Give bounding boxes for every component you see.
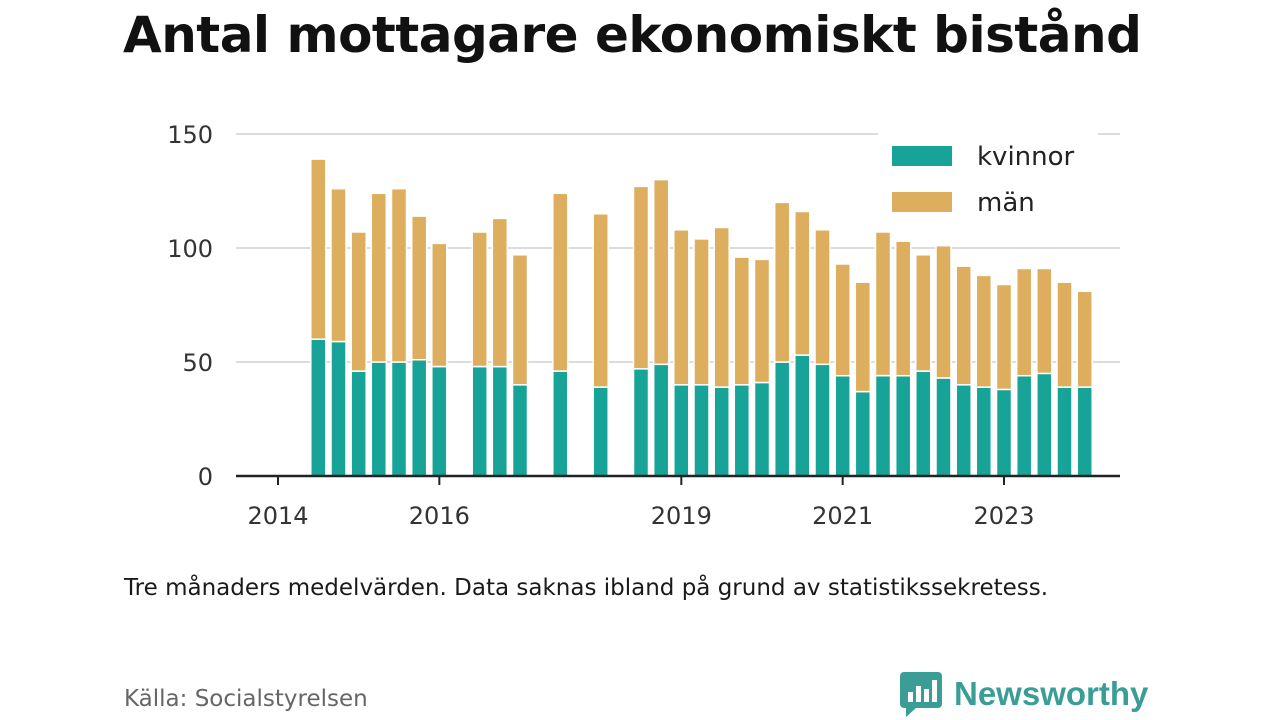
bar-kvinnor <box>693 384 710 477</box>
x-axis: 2014 2016 2019 2021 2023 <box>236 474 1120 530</box>
y-tick-label: 50 <box>182 349 213 377</box>
y-axis-ticks: 0 50 100 150 <box>167 121 213 491</box>
bar-män <box>471 231 488 368</box>
bar-kvinnor <box>794 354 811 477</box>
bar-kvinnor <box>370 361 388 477</box>
bar-kvinnor <box>814 363 831 477</box>
x-tick-label: 2023 <box>973 502 1034 530</box>
bar-män <box>874 231 892 377</box>
y-tick-label: 150 <box>167 121 213 149</box>
bar-män <box>410 215 428 361</box>
bar-chart: 0 50 100 150 2014 2016 2019 2021 2023 kvinnor mä… <box>167 121 1120 530</box>
bar-män <box>854 281 872 393</box>
bar-män <box>693 238 710 386</box>
bar-kvinnor <box>310 338 327 477</box>
bar-kvinnor <box>592 386 609 477</box>
bar-män <box>390 187 408 363</box>
bar-män <box>1015 267 1033 377</box>
bar-kvinnor <box>350 370 367 477</box>
bar-kvinnor <box>330 340 347 477</box>
bar-kvinnor <box>713 386 730 477</box>
bar-män <box>753 258 771 384</box>
bar-män <box>975 274 993 388</box>
bar-män <box>1036 267 1053 375</box>
bar-män <box>733 256 751 386</box>
legend: kvinnor män <box>878 130 1098 230</box>
bar-män <box>511 254 529 386</box>
legend-label-kvinnor: kvinnor <box>977 142 1075 172</box>
bar-män <box>552 192 569 372</box>
bar-män <box>592 213 609 388</box>
bar-män <box>955 265 972 386</box>
legend-swatch-män <box>892 192 952 212</box>
brand-logo: Newsworthy <box>900 670 1148 718</box>
y-tick-label: 0 <box>198 463 213 491</box>
bar-män <box>632 185 650 370</box>
bar-män <box>431 242 448 368</box>
bar-män <box>491 217 509 368</box>
bar-män <box>713 226 730 388</box>
bar-kvinnor <box>955 384 972 477</box>
bar-män <box>814 229 831 366</box>
bar-män <box>1056 281 1073 388</box>
bar-kvinnor <box>410 358 428 477</box>
legend-label-män: män <box>977 188 1035 218</box>
bar-kvinnor <box>894 374 912 477</box>
brand-name: Newsworthy <box>954 675 1149 712</box>
bars <box>310 158 1093 477</box>
bar-kvinnor <box>874 374 892 477</box>
bar-kvinnor <box>632 368 650 477</box>
bar-män <box>673 229 690 386</box>
x-tick-label: 2021 <box>812 502 873 530</box>
bar-kvinnor <box>552 370 569 477</box>
x-tick-label: 2016 <box>409 502 470 530</box>
bar-kvinnor <box>854 390 872 477</box>
bar-män <box>773 201 791 363</box>
x-tick-label: 2014 <box>247 502 308 530</box>
bar-kvinnor <box>511 384 529 477</box>
bar-kvinnor <box>834 374 851 477</box>
chart-title: Antal mottagare ekonomiskt bistånd <box>123 6 1142 64</box>
bar-kvinnor <box>995 388 1013 477</box>
bar-kvinnor <box>471 365 488 477</box>
bar-män <box>330 187 347 343</box>
bar-kvinnor <box>753 381 771 477</box>
bar-kvinnor <box>733 384 751 477</box>
bar-män <box>834 263 851 377</box>
y-tick-label: 100 <box>167 235 213 263</box>
bar-män <box>652 178 670 366</box>
bar-män <box>370 192 388 363</box>
bar-kvinnor <box>652 363 670 477</box>
bar-män <box>915 254 932 372</box>
bar-män <box>894 240 912 377</box>
chart-caption: Tre månaders medelvärden. Data saknas ib… <box>124 575 1049 601</box>
bar-män <box>310 158 327 340</box>
bar-kvinnor <box>673 384 690 477</box>
bar-män <box>794 210 811 356</box>
legend-swatch-kvinnor <box>892 146 952 166</box>
bar-kvinnor <box>975 386 993 477</box>
bar-kvinnor <box>491 365 509 477</box>
bar-kvinnor <box>1036 372 1053 477</box>
bar-kvinnor <box>1076 386 1093 477</box>
bar-kvinnor <box>935 377 952 477</box>
bar-män <box>935 244 952 379</box>
bar-kvinnor <box>431 365 448 477</box>
source-note: Källa: Socialstyrelsen <box>124 686 368 712</box>
bar-kvinnor <box>1056 386 1073 477</box>
bar-kvinnor <box>773 361 791 477</box>
x-tick-label: 2019 <box>651 502 712 530</box>
bar-kvinnor <box>1015 374 1033 477</box>
bar-män <box>1076 290 1093 388</box>
newsworthy-logo-icon <box>900 672 942 717</box>
bar-kvinnor <box>915 370 932 477</box>
bar-kvinnor <box>390 361 408 477</box>
bar-män <box>995 283 1013 391</box>
bar-män <box>350 231 367 372</box>
